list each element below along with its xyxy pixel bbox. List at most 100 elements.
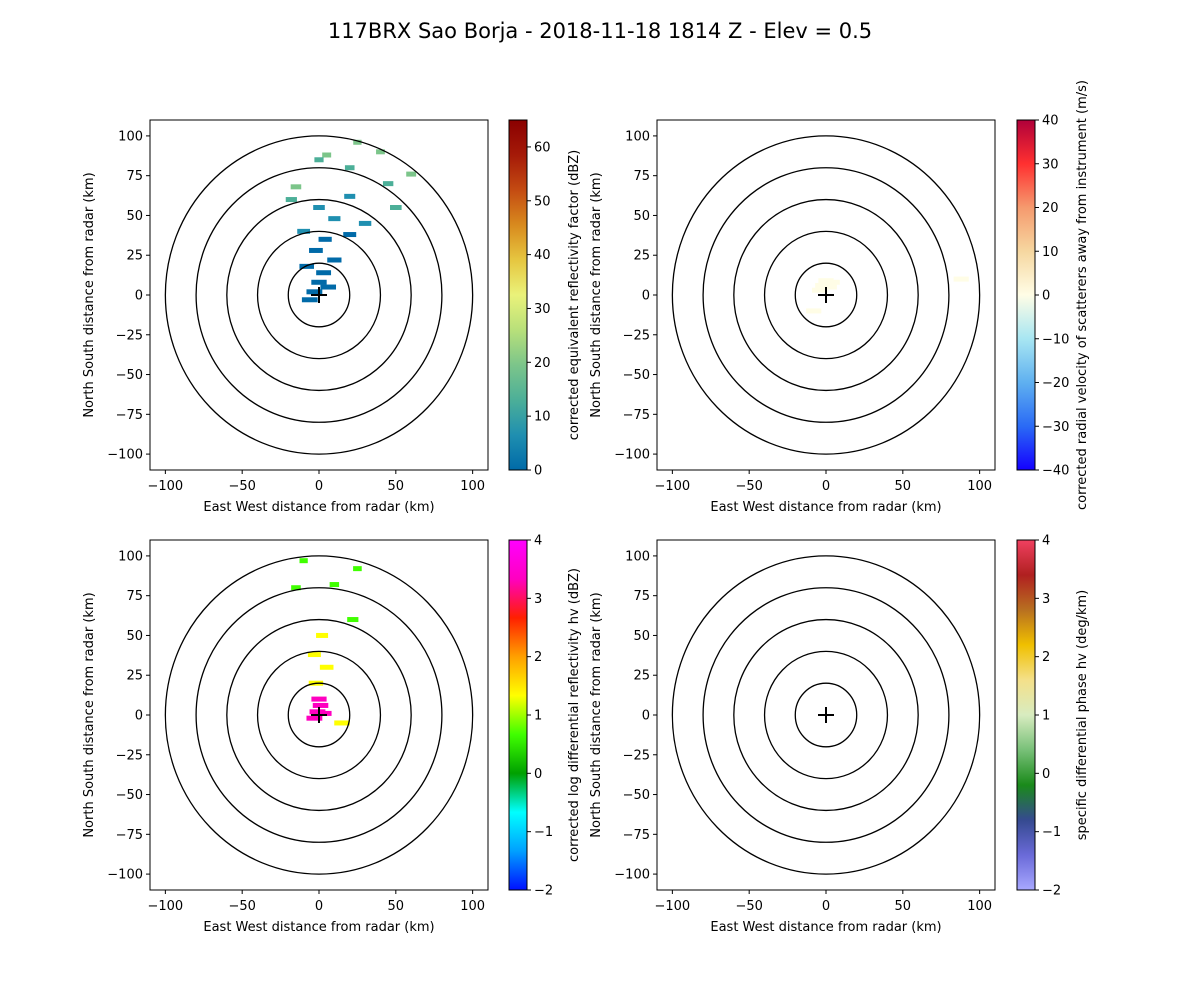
- y-tick-label: −100: [107, 448, 143, 463]
- echo-cell: [319, 664, 334, 670]
- echo-cell: [318, 236, 332, 242]
- y-tick-label: 25: [633, 249, 650, 264]
- echo-cell: [353, 139, 362, 145]
- echo-cell: [806, 308, 822, 314]
- echo-cell: [299, 558, 308, 564]
- colorbar-tick-label: 0: [1042, 289, 1050, 304]
- range-ring-40km: [763, 230, 889, 360]
- x-tick-label: 100: [460, 479, 485, 494]
- range-ring-40km: [256, 230, 382, 360]
- colorbar-tick-label: 2: [534, 650, 542, 665]
- y-tick-label: −25: [623, 328, 650, 343]
- y-tick-label: 75: [126, 589, 143, 604]
- echo-cell: [315, 710, 332, 716]
- echo-cell: [316, 632, 329, 638]
- y-tick-label: −25: [116, 328, 143, 343]
- y-tick-label: −75: [116, 408, 143, 423]
- y-tick-label: 0: [642, 289, 650, 304]
- echo-cell: [313, 205, 325, 210]
- y-axis-label: North South distance from radar (km): [589, 592, 604, 837]
- echo-cell: [328, 216, 341, 222]
- y-tick-label: −50: [623, 368, 650, 383]
- colorbar-tick-label: 4: [1042, 534, 1050, 549]
- y-tick-label: −100: [107, 868, 143, 883]
- y-tick-label: 75: [633, 169, 650, 184]
- colorbar-tick-label: 3: [534, 592, 542, 607]
- range-ring-80km: [195, 587, 443, 843]
- y-axis-label: North South distance from radar (km): [82, 172, 97, 417]
- y-tick-label: 50: [126, 629, 143, 644]
- y-tick-label: 25: [633, 669, 650, 684]
- echo-cell: [314, 157, 324, 163]
- colorbar-tick-label: 30: [534, 302, 551, 317]
- range-ring-20km: [287, 682, 351, 748]
- colorbar-tick-label: 3: [1042, 592, 1050, 607]
- colorbar-tick-label: 10: [534, 410, 551, 425]
- colorbar-tick-label: 60: [534, 140, 551, 155]
- colorbar-tick-label: −1: [1042, 825, 1061, 840]
- colorbar-tick-label: −30: [1042, 420, 1069, 435]
- y-tick-label: −75: [116, 828, 143, 843]
- echo-cell: [329, 582, 340, 588]
- x-tick-label: 100: [967, 479, 992, 494]
- x-tick-label: −100: [148, 899, 184, 914]
- x-tick-label: 50: [388, 479, 405, 494]
- colorbar: [508, 539, 528, 891]
- colorbar-tick-label: −40: [1042, 464, 1069, 479]
- echo-cell: [316, 270, 332, 276]
- range-ring-100km: [164, 555, 474, 875]
- y-tick-label: 25: [126, 249, 143, 264]
- figure-title: 117BRX Sao Borja - 2018-11-18 1814 Z - E…: [328, 19, 872, 43]
- y-tick-label: 100: [625, 129, 650, 144]
- range-ring-80km: [195, 167, 443, 423]
- colorbar-tick-label: 0: [534, 767, 542, 782]
- colorbar-label: corrected radial velocity of scatterers …: [1075, 80, 1090, 510]
- x-tick-label: 50: [388, 899, 405, 914]
- x-tick-label: −100: [655, 479, 691, 494]
- echo-cell: [343, 232, 357, 238]
- colorbar-tick-label: 4: [534, 534, 542, 549]
- colorbar: [1016, 539, 1036, 891]
- x-tick-label: −50: [228, 479, 255, 494]
- colorbar-tick-label: 0: [534, 464, 542, 479]
- y-tick-label: −50: [623, 788, 650, 803]
- y-tick-label: −100: [614, 868, 650, 883]
- y-tick-label: 50: [126, 209, 143, 224]
- echo-cell: [290, 184, 302, 190]
- echo-cell: [382, 181, 394, 187]
- colorbar-label: specific differential phase hv (deg/km): [1075, 590, 1090, 840]
- x-tick-label: 100: [967, 899, 992, 914]
- echo-cell: [309, 247, 323, 253]
- range-ring-100km: [671, 135, 981, 455]
- echo-cell: [320, 284, 337, 290]
- x-tick-label: −100: [655, 899, 691, 914]
- colorbar-tick-label: 2: [1042, 650, 1050, 665]
- y-tick-label: 50: [633, 629, 650, 644]
- y-tick-label: 0: [642, 709, 650, 724]
- plot-area: [671, 555, 981, 875]
- plot-area: [671, 135, 981, 455]
- y-tick-label: 50: [633, 209, 650, 224]
- colorbar-tick-label: 0: [1042, 767, 1050, 782]
- plot-area: [164, 135, 474, 455]
- echo-cell: [285, 197, 297, 203]
- colorbar-tick-label: 40: [534, 248, 551, 263]
- colorbar-tick-label: −2: [1042, 884, 1061, 899]
- colorbar-tick-label: 20: [1042, 201, 1059, 216]
- echo-cell: [311, 279, 327, 285]
- echo-cell: [824, 279, 840, 285]
- colorbar-tick-label: 50: [534, 194, 551, 209]
- y-tick-label: 75: [633, 589, 650, 604]
- x-tick-label: −50: [228, 899, 255, 914]
- echo-cell: [344, 165, 355, 171]
- colorbar-tick-label: 10: [1042, 245, 1059, 260]
- range-ring-20km: [794, 262, 858, 328]
- x-tick-label: 50: [895, 899, 912, 914]
- y-tick-label: −75: [623, 828, 650, 843]
- colorbar-tick-label: 30: [1042, 157, 1059, 172]
- x-tick-label: 0: [822, 479, 830, 494]
- echo-cell: [327, 257, 342, 263]
